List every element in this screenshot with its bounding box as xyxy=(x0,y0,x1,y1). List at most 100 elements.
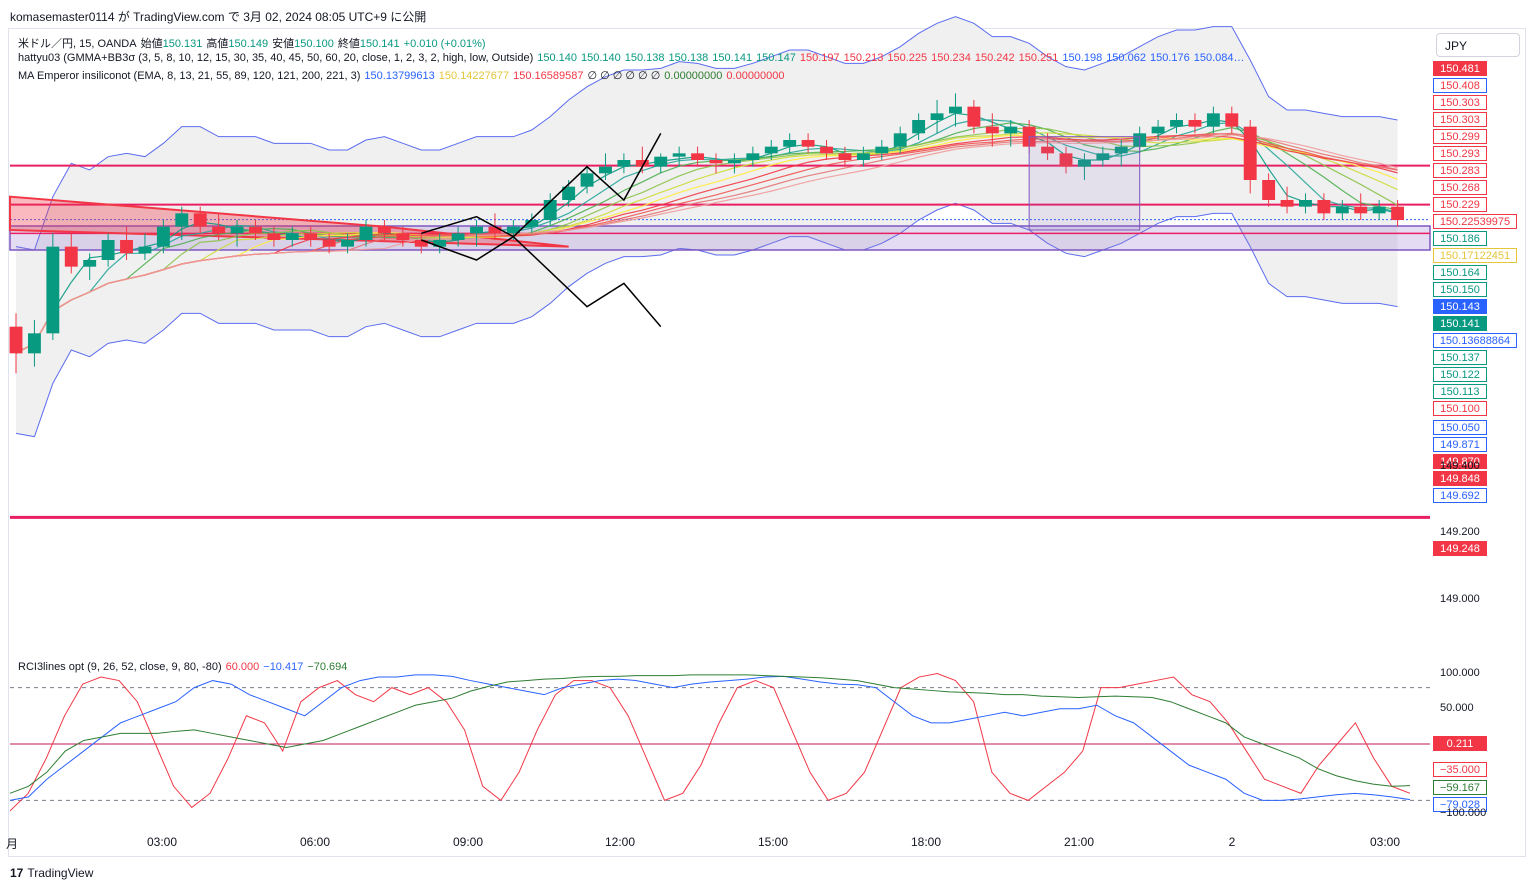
rci-series-line xyxy=(9,674,1411,794)
indicator-value: 150.140 xyxy=(537,52,577,64)
tv-logo-icon: 17 xyxy=(10,866,24,880)
candle-body xyxy=(893,133,907,147)
price-tick-label: 149.200 xyxy=(1440,526,1480,539)
time-tick-label: 月 xyxy=(5,837,19,851)
candle-body xyxy=(175,213,189,227)
candle-body xyxy=(875,146,889,154)
candle-body xyxy=(396,233,410,240)
candle-body xyxy=(562,186,576,200)
price-tick-label: 149.400 xyxy=(1440,459,1480,472)
price-axis-label: 150.164 xyxy=(1433,265,1487,280)
time-tick-label: 06:00 xyxy=(299,835,331,849)
currency-button[interactable]: JPY xyxy=(1436,33,1520,57)
indicator-legend-rci[interactable]: RCI3lines opt (9, 26, 52, close, 9, 80, … xyxy=(18,661,355,673)
chart-frame xyxy=(8,28,1526,857)
indicator-value: 0.00000000 xyxy=(726,70,785,82)
price-axis-label: 150.113 xyxy=(1433,384,1487,399)
candle-body xyxy=(230,226,244,234)
candle-body xyxy=(470,226,483,234)
low-value: 150.100 xyxy=(294,38,334,50)
bollinger-upper-line xyxy=(15,16,1398,251)
candle-body xyxy=(949,106,962,114)
candle-body xyxy=(193,213,207,227)
symbol-legend[interactable]: 米ドル／円, 15, OANDA 始値150.131 高値150.149 安値150.… xyxy=(18,35,490,51)
candle-body xyxy=(267,233,281,240)
indicator-values: 150.13799613 150.14227677 150.16589587 ∅ ∅ … xyxy=(364,70,788,82)
candle-body xyxy=(101,240,115,260)
moving-average-line xyxy=(15,112,1398,354)
indicator-value: 150.198 xyxy=(1062,52,1103,64)
indicator-value: −10.417 xyxy=(263,661,304,673)
candle-body xyxy=(249,226,262,234)
candle-body xyxy=(304,233,318,240)
price-axis-label: 150.186 xyxy=(1433,231,1487,246)
indicator-name: hattyu03 (GMMA+BB3σ (3, 5, 8, 10, 12, 15… xyxy=(18,52,534,64)
moving-average-line xyxy=(15,134,1398,354)
candle-body xyxy=(377,226,391,234)
price-axis-label: 150.408 xyxy=(1433,78,1487,93)
open-value: 150.131 xyxy=(162,38,203,50)
rci-axis-label: −79.028 xyxy=(1433,797,1487,812)
rci-series-line xyxy=(9,674,1411,801)
indicator-value: 150.234 xyxy=(931,52,971,64)
price-axis-label: 150.150 xyxy=(1433,282,1487,297)
candle-body xyxy=(1059,153,1073,167)
price-axis-label: 150.100 xyxy=(1433,401,1487,416)
candle-body xyxy=(856,153,870,160)
price-axis-label: 150.299 xyxy=(1433,129,1487,144)
high-value: 150.149 xyxy=(228,38,269,50)
candle-body xyxy=(1280,200,1294,207)
candle-body xyxy=(764,146,778,154)
moving-average-line xyxy=(15,127,1398,354)
indicator-value: 150.141 xyxy=(712,52,753,64)
candle-body xyxy=(930,113,944,120)
candle-body xyxy=(820,146,833,154)
candle-body xyxy=(1243,126,1257,180)
candle-body xyxy=(9,326,23,354)
indicator-value: 150.138 xyxy=(624,52,665,64)
tradingview-logo[interactable]: 17 TradingView xyxy=(10,866,94,880)
indicator-value: 150.084… xyxy=(1193,52,1245,64)
candle-body xyxy=(691,153,705,160)
indicator-value: 60.000 xyxy=(225,661,260,673)
price-axis-label: 150.17122451 xyxy=(1433,248,1517,263)
price-axis-label: 149.870 xyxy=(1433,454,1487,469)
price-axis-label: 150.13688864 xyxy=(1433,333,1517,348)
rci-series-line xyxy=(9,673,1411,812)
candle-body xyxy=(599,166,612,174)
candle-body xyxy=(1262,180,1276,200)
candle-body xyxy=(451,233,465,240)
candle-body xyxy=(46,246,60,334)
close-label: 終値 xyxy=(337,38,360,50)
publish-line: komasemaster0114 が TradingView.com で 3月 … xyxy=(10,10,427,24)
time-tick-label: 03:00 xyxy=(146,835,178,849)
candle-body xyxy=(1188,120,1202,127)
rci-tick-label: −100.000 xyxy=(1440,807,1487,820)
price-tick-label: 149.000 xyxy=(1440,593,1480,605)
moving-average-line xyxy=(15,132,1398,354)
indicator-legend-ma-emperor[interactable]: MA Emperor insiliconot (EMA, 8, 13, 21, … xyxy=(18,69,793,82)
indicator-value: 150.176 xyxy=(1149,52,1190,64)
price-axis-label: 150.143 xyxy=(1433,299,1487,314)
candle-body xyxy=(433,240,447,247)
close-value: 150.141 xyxy=(359,38,400,50)
candle-body xyxy=(27,333,41,354)
indicator-name: RCI3lines opt (9, 26, 52, close, 9, 80, … xyxy=(18,661,222,673)
price-axis-label: 150.283 xyxy=(1433,163,1487,178)
price-axis-label: 150.303 xyxy=(1433,112,1487,127)
indicator-value: 150.213 xyxy=(843,52,884,64)
indicator-value: 150.13799613 xyxy=(364,70,435,82)
price-axis-label: 150.293 xyxy=(1433,146,1487,161)
candle-body xyxy=(525,220,539,227)
indicator-value: 150.140 xyxy=(581,52,621,64)
candle-body xyxy=(580,173,594,187)
candle-body xyxy=(1335,206,1349,214)
rci-axis-label: 0.211 xyxy=(1433,736,1487,751)
price-axis-label: 149.848 xyxy=(1433,471,1487,486)
indicator-value: 150.225 xyxy=(887,52,928,64)
indicator-legend-gmma[interactable]: hattyu03 (GMMA+BB3σ (3, 5, 8, 10, 12, 15… xyxy=(18,52,1252,64)
candle-body xyxy=(967,106,981,127)
symbol-name: 米ドル／円, 15, OANDA xyxy=(18,38,137,50)
candle-body xyxy=(709,160,723,164)
